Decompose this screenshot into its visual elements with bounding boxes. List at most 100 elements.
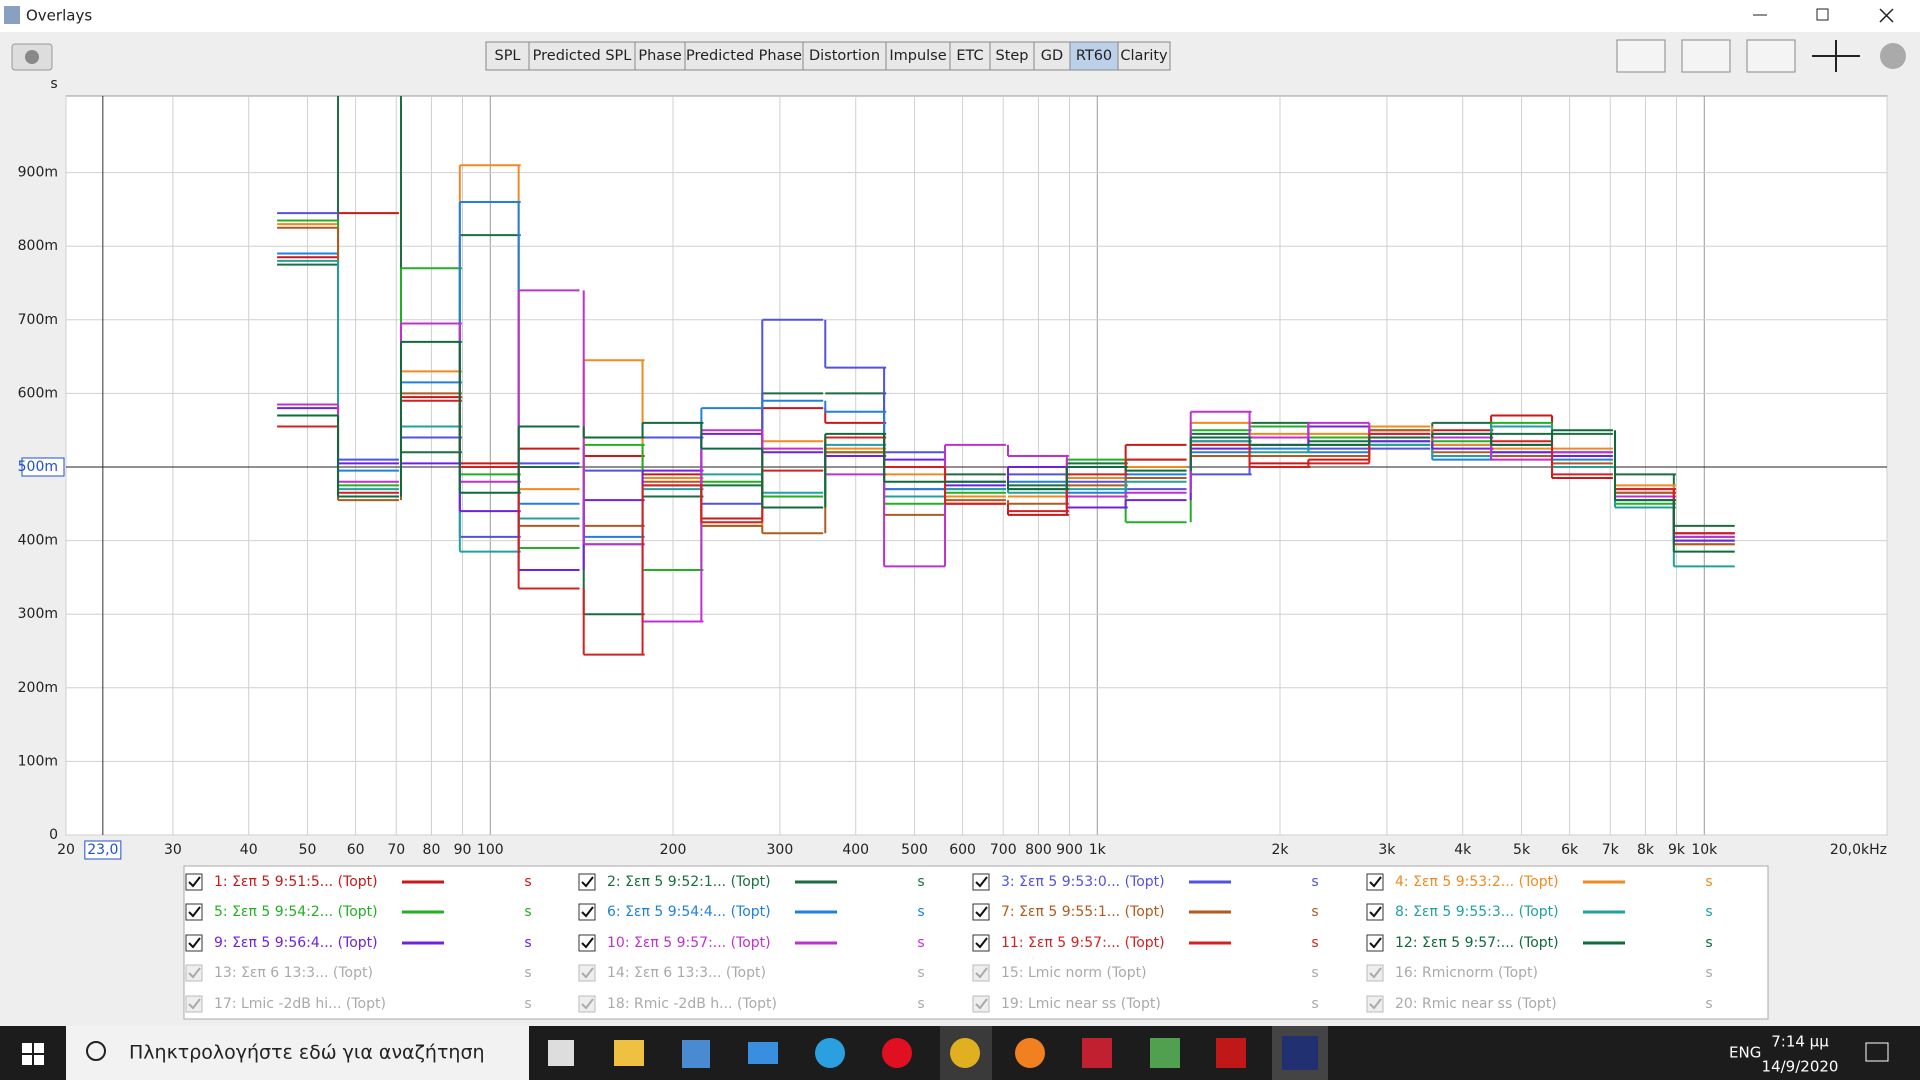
checkmark [188, 906, 201, 918]
notifications[interactable] [1865, 1042, 1889, 1062]
mail-app[interactable] [748, 1042, 778, 1064]
x-tick-label: 700 [990, 842, 1017, 858]
y-unit: s [50, 76, 57, 92]
tab-button[interactable] [684, 41, 804, 71]
tab-button[interactable] [885, 41, 951, 71]
y-cursor-label: 500m [18, 459, 58, 475]
tab-label: Predicted Phase [686, 48, 802, 64]
legend-checkbox[interactable] [972, 934, 990, 952]
restore-button[interactable] [1816, 8, 1829, 21]
legend-unit: s [1705, 874, 1712, 890]
opera-app[interactable] [882, 1038, 912, 1068]
legend-checkbox[interactable] [185, 903, 203, 921]
calc-app[interactable] [1150, 1038, 1180, 1068]
panes-tool[interactable] [1746, 39, 1796, 73]
winrar-app[interactable] [1082, 1038, 1112, 1068]
firefox-app[interactable] [1015, 1038, 1045, 1068]
legend-unit: s [1311, 996, 1318, 1012]
legend-label[interactable]: 14: Σεπ 6 13:3... (Topt) [607, 965, 766, 981]
legend-label[interactable]: 8: Σεπ 5 9:55:3... (Topt) [1395, 904, 1559, 920]
x-tick-label: 20,0kHz [1830, 842, 1887, 858]
legend-checkbox[interactable] [972, 903, 990, 921]
x-tick-label: 20 [57, 842, 75, 858]
tab-label: Distortion [809, 48, 880, 64]
legend-label[interactable]: 9: Σεπ 5 9:56:4... (Topt) [214, 935, 378, 951]
legend-label[interactable]: 13: Σεπ 6 13:3... (Topt) [214, 965, 373, 981]
task-view[interactable] [548, 1040, 574, 1066]
legend-checkbox[interactable] [972, 995, 990, 1013]
x-tick-label: 5k [1513, 842, 1531, 858]
legend-checkbox[interactable] [1366, 903, 1384, 921]
legend-label[interactable]: 1: Σεπ 5 9:51:5... (Topt) [214, 874, 378, 890]
checkmark [581, 967, 594, 979]
tab-button[interactable] [1033, 41, 1071, 71]
legend-checkbox[interactable] [185, 964, 203, 982]
legend-label[interactable]: 16: Rmicnorm (Topt) [1395, 965, 1538, 981]
legend-checkbox[interactable] [185, 934, 203, 952]
search-box[interactable] [66, 1026, 529, 1080]
chrome-app[interactable] [950, 1038, 980, 1068]
tab-button[interactable] [802, 41, 887, 71]
tab-button[interactable] [1117, 41, 1171, 71]
explorer-app[interactable] [614, 1040, 644, 1066]
legend-label[interactable]: 5: Σεπ 5 9:54:2... (Topt) [214, 904, 378, 920]
x-tick-label: 80 [423, 842, 441, 858]
legend-checkbox[interactable] [578, 873, 596, 891]
legend-label[interactable]: 4: Σεπ 5 9:53:2... (Topt) [1395, 874, 1559, 890]
legend-label[interactable]: 19: Lmic near ss (Topt) [1001, 996, 1161, 1012]
legend-label[interactable]: 11: Σεπ 5 9:57:... (Topt) [1001, 935, 1165, 951]
y-tick-label: 200m [18, 680, 58, 696]
tab-label: ETC [956, 48, 983, 64]
tab-button[interactable] [634, 41, 686, 71]
legend-label[interactable]: 15: Lmic norm (Topt) [1001, 965, 1147, 981]
legend-label[interactable]: 20: Rmic near ss (Topt) [1395, 996, 1557, 1012]
legend-label[interactable]: 12: Σεπ 5 9:57:... (Topt) [1395, 935, 1559, 951]
tab-button[interactable] [1069, 41, 1119, 71]
legend-label[interactable]: 7: Σεπ 5 9:55:1... (Topt) [1001, 904, 1165, 920]
tab-button[interactable] [989, 41, 1035, 71]
checkmark [1369, 906, 1382, 918]
y-cursor-box [21, 457, 65, 477]
y-tick-label: 300m [18, 606, 58, 622]
checkmark [975, 998, 988, 1010]
edge-app[interactable] [815, 1038, 845, 1068]
legend-checkbox[interactable] [1366, 873, 1384, 891]
legend-checkbox[interactable] [578, 934, 596, 952]
checkmark [188, 937, 201, 949]
settings-button[interactable] [1880, 43, 1906, 69]
store-app[interactable] [682, 1040, 710, 1068]
legend-unit: s [524, 935, 531, 951]
legend-label[interactable]: 3: Σεπ 5 9:53:0... (Topt) [1001, 874, 1165, 890]
checkmark [581, 998, 594, 1010]
legend-label[interactable]: 6: Σεπ 5 9:54:4... (Topt) [607, 904, 771, 920]
legend-checkbox[interactable] [1366, 995, 1384, 1013]
legend-checkbox[interactable] [578, 964, 596, 982]
legend-label[interactable]: 10: Σεπ 5 9:57:... (Topt) [607, 935, 771, 951]
limits-tool[interactable] [1681, 39, 1731, 73]
legend-checkbox[interactable] [578, 903, 596, 921]
graph-tool[interactable] [1616, 39, 1666, 73]
legend-label[interactable]: 18: Rmic -2dB h... (Topt) [607, 996, 777, 1012]
close-button[interactable] [1879, 8, 1894, 23]
legend-checkbox[interactable] [185, 995, 203, 1013]
zoom-tool[interactable] [1812, 40, 1860, 72]
x-tick-label: 100 [477, 842, 504, 858]
x-tick-label: 10k [1691, 842, 1718, 858]
legend-checkbox[interactable] [972, 873, 990, 891]
legend-checkbox[interactable] [972, 964, 990, 982]
checkmark [188, 876, 201, 888]
legend-checkbox[interactable] [1366, 934, 1384, 952]
tab-label: GD [1041, 48, 1063, 64]
start-button[interactable] [22, 1043, 44, 1065]
tab-button[interactable] [949, 41, 991, 71]
legend-label[interactable]: 2: Σεπ 5 9:52:1... (Topt) [607, 874, 771, 890]
game-app[interactable] [1216, 1038, 1246, 1068]
legend-checkbox[interactable] [1366, 964, 1384, 982]
legend-label[interactable]: 17: Lmic -2dB hi... (Topt) [214, 996, 386, 1012]
legend-checkbox[interactable] [578, 995, 596, 1013]
checkmark [975, 906, 988, 918]
x-tick-label: 90 [454, 842, 472, 858]
legend-checkbox[interactable] [185, 873, 203, 891]
checkmark [1369, 998, 1382, 1010]
